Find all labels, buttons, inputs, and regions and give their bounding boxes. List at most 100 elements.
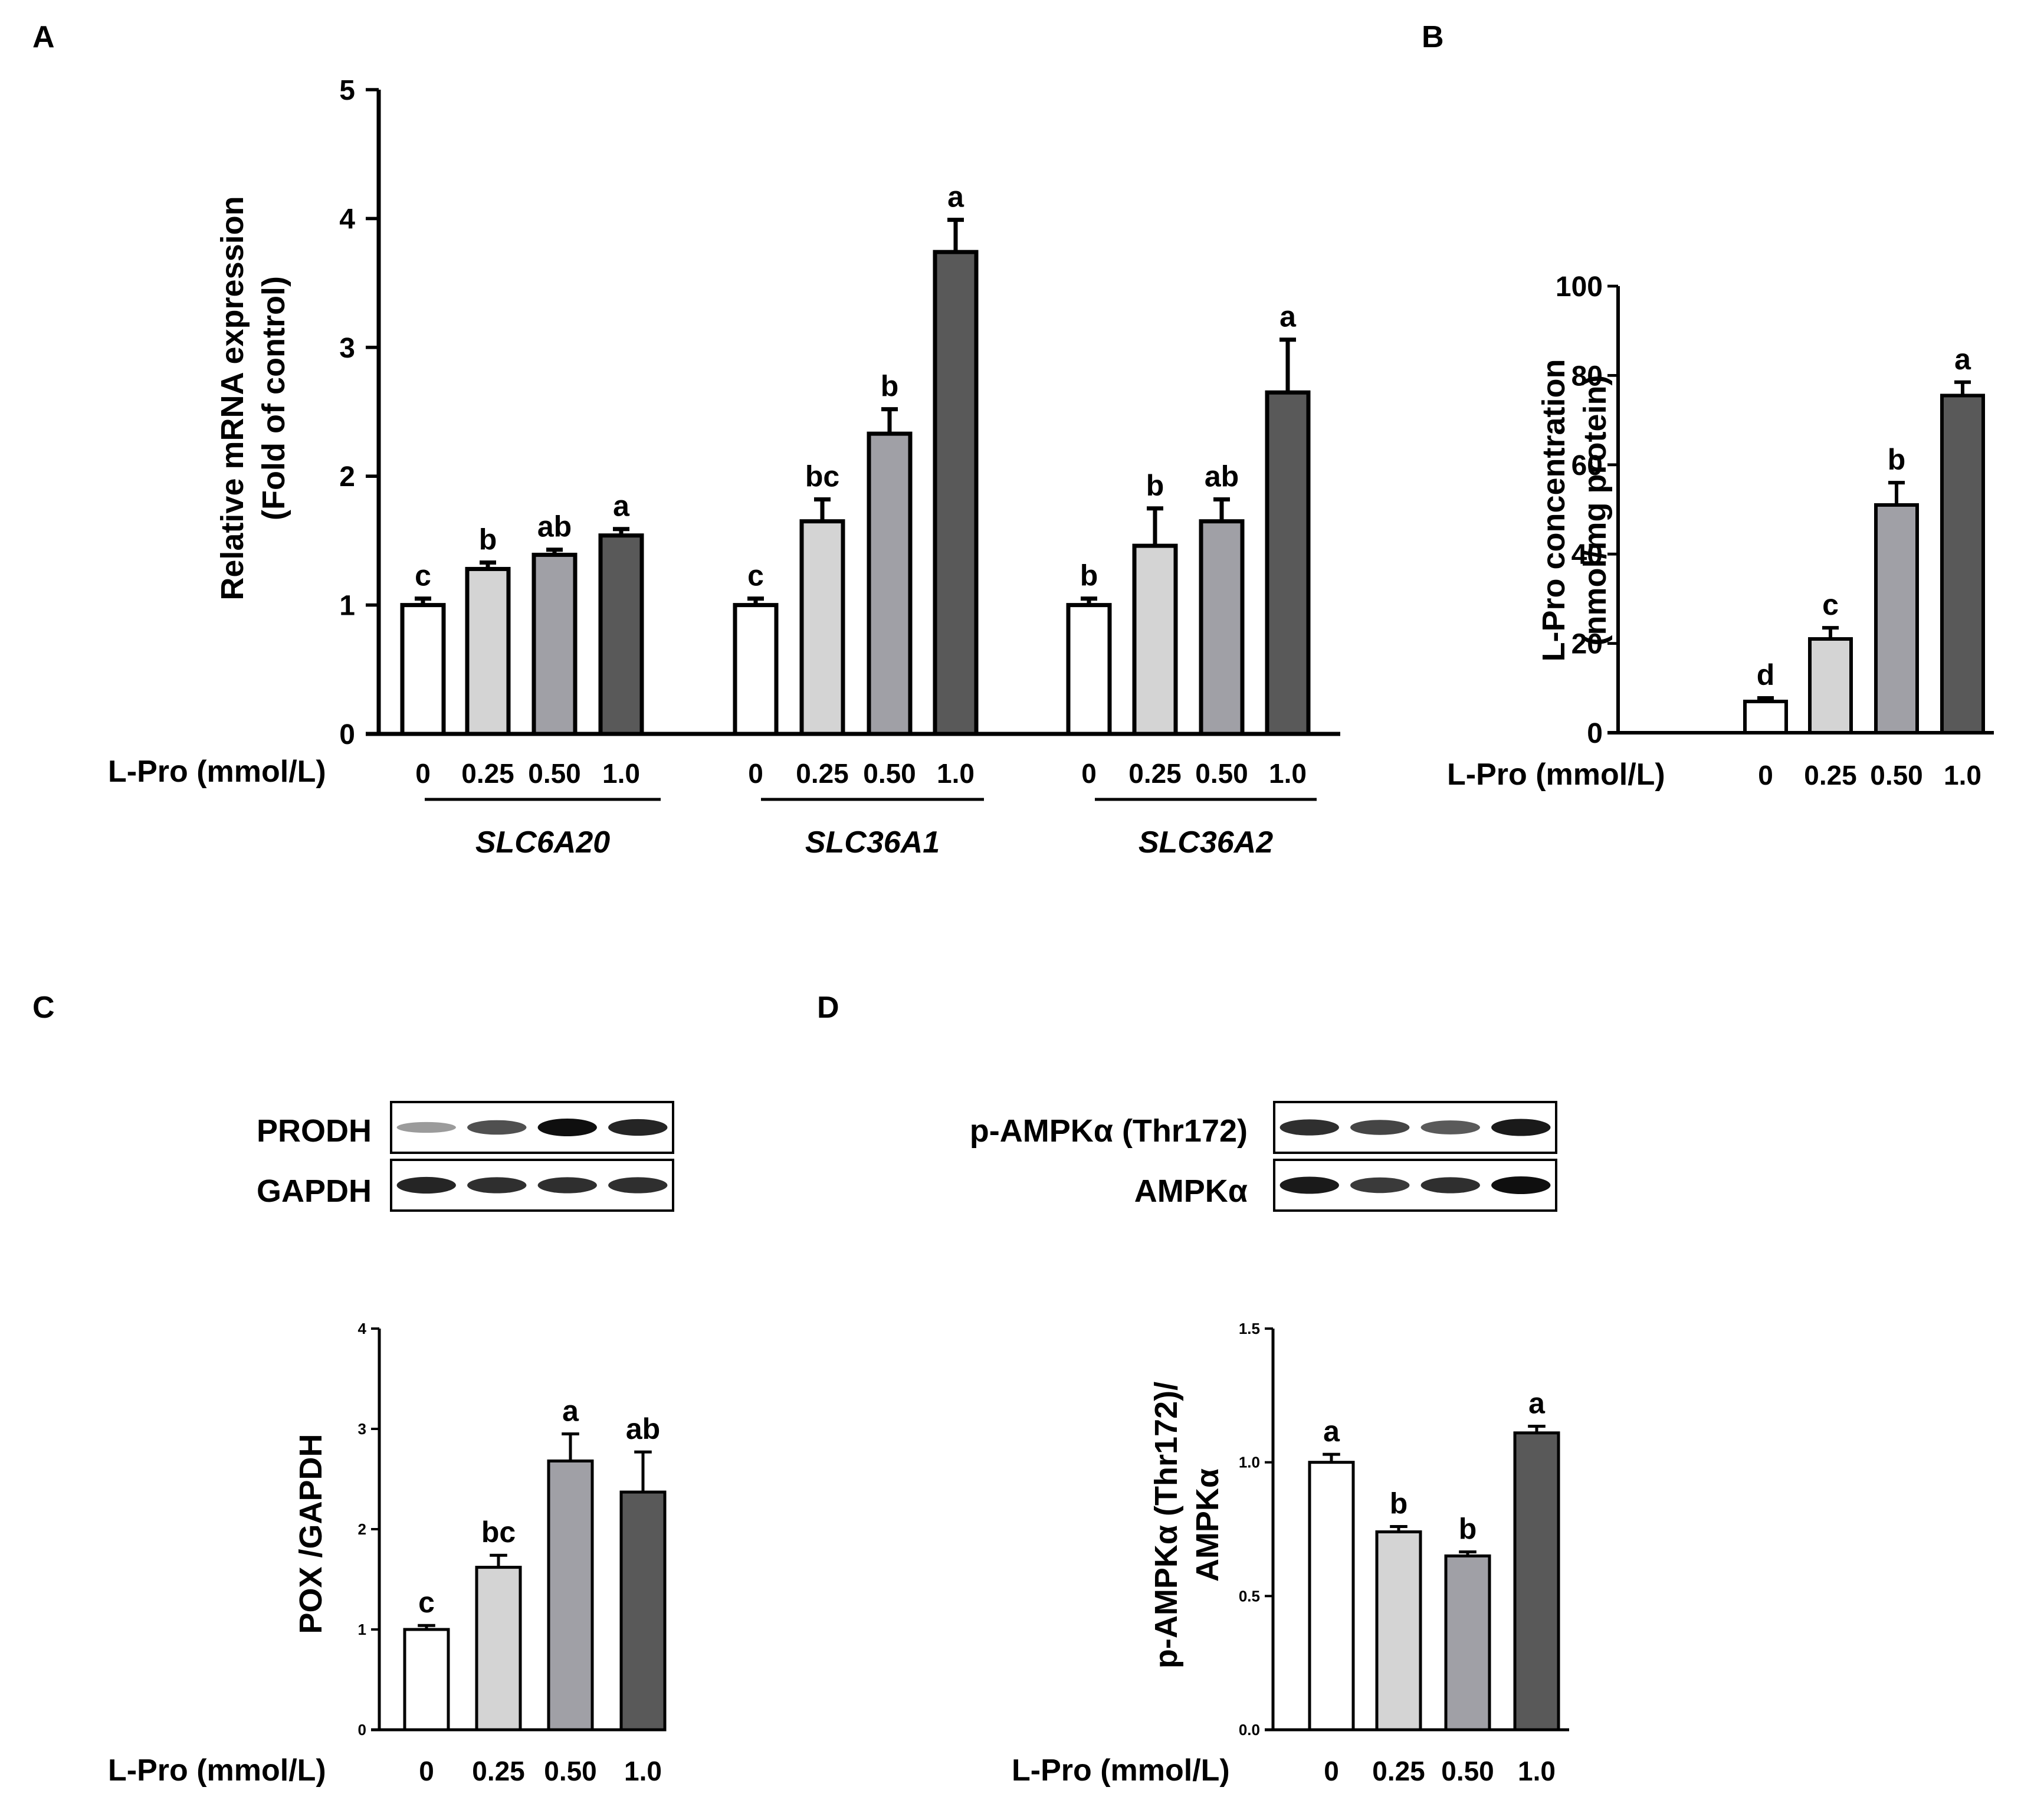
chart-c-category-label: 0.50 — [544, 1756, 597, 1786]
chart-d-xrow-label: L-Pro (mmol/L) — [1012, 1753, 1230, 1788]
blot-d-top-label: p-AMPKα (Thr172) — [970, 1113, 1248, 1149]
chart-b-bar — [1808, 637, 1853, 735]
chart-a-slc36a1-gene-label: SLC36A1 — [805, 825, 940, 860]
chart-b-bar — [1940, 394, 1985, 735]
chart-a-slc6a20-sig-letter: b — [479, 523, 497, 556]
chart-a-slc6a20-bar — [598, 533, 644, 736]
chart-a-slc36a1-category-label: 0.50 — [863, 758, 916, 789]
blot-c-bottom-label: GAPDH — [257, 1173, 372, 1209]
chart-b-y-tick-label: 100 — [1556, 271, 1603, 303]
chart-a-ylabel2: (Fold of control) — [256, 276, 291, 520]
blot-d-top-band — [1279, 1119, 1339, 1136]
blot-d-bottom-band — [1420, 1177, 1480, 1193]
chart-a-y-tick-label: 4 — [339, 204, 355, 235]
chart-a-y-tick-label: 2 — [339, 461, 355, 493]
chart-a-y-tick-label: 3 — [339, 333, 355, 364]
chart-b-y-tick-label: 40 — [1571, 539, 1603, 570]
chart-d-ylabel: p-AMPKα (Thr172)/ — [1149, 1382, 1184, 1668]
chart-d-bar — [1513, 1431, 1560, 1732]
chart-c-bar — [475, 1566, 522, 1732]
chart-c-sig-letter: c — [418, 1586, 435, 1619]
chart-a-slc36a2-category-label: 1.0 — [1269, 758, 1307, 789]
chart-a-slc36a2-category-label: 0 — [1081, 758, 1097, 789]
blot-d-bottom-label: AMPKα — [1134, 1173, 1248, 1209]
chart-d-y-tick-label: 0.5 — [1239, 1587, 1260, 1605]
chart-a-slc36a2-sig-letter: b — [1146, 469, 1164, 502]
chart-a-slc36a1-bar — [799, 519, 845, 736]
chart-b-sig-letter: b — [1888, 443, 1906, 476]
chart-d-sig-letter: b — [1459, 1513, 1477, 1546]
chart-d-y-tick-label: 0.0 — [1239, 1721, 1260, 1739]
chart-b-bar — [1874, 503, 1919, 735]
chart-a-slc6a20-bar — [531, 552, 578, 736]
chart-b-category-label: 1.0 — [1944, 760, 1981, 791]
chart-a-slc6a20-bar — [465, 566, 511, 736]
panel-label-a: A — [32, 20, 55, 54]
chart-d-category-label: 0.50 — [1441, 1756, 1494, 1786]
chart-d-sig-letter: b — [1390, 1487, 1408, 1520]
blot-d-bottom-band — [1279, 1176, 1339, 1194]
blot-d-top-band — [1420, 1120, 1480, 1134]
chart-a-y-tick-label: 1 — [339, 591, 355, 622]
chart-d-sig-letter: a — [1528, 1386, 1546, 1419]
chart-a-slc36a2-category-label: 0.50 — [1195, 758, 1248, 789]
chart-d-bar — [1308, 1461, 1355, 1732]
chart-d-sig-letter: a — [1323, 1415, 1340, 1448]
chart-b-sig-letter: d — [1757, 658, 1775, 691]
chart-a-slc36a1-sig-letter: b — [881, 370, 899, 403]
panel-label-c: C — [32, 991, 55, 1025]
chart-c-bar — [547, 1459, 594, 1732]
chart-b-y-tick-label: 60 — [1571, 450, 1603, 481]
blot-d-top-band — [1350, 1120, 1410, 1135]
chart-a-slc6a20-sig-letter: a — [613, 490, 630, 523]
chart-d-bar — [1375, 1530, 1422, 1732]
chart-c-xrow-label: L-Pro (mmol/L) — [108, 1753, 326, 1788]
blot-c-top-band — [467, 1120, 527, 1135]
panel-label-b: B — [1422, 20, 1444, 54]
chart-a-slc6a20-gene-label: SLC6A20 — [475, 825, 610, 860]
chart-a-slc6a20-sig-letter: ab — [537, 510, 572, 543]
chart-b-category-label: 0.25 — [1804, 760, 1857, 791]
chart-a-slc36a1-sig-letter: bc — [805, 460, 839, 493]
blot-c-bottom-band — [537, 1177, 597, 1193]
chart-a-slc6a20-bar — [400, 603, 446, 736]
chart-b-bar — [1743, 700, 1788, 735]
chart-a-slc36a2-sig-letter: a — [1279, 300, 1297, 333]
chart-c-y-tick-label: 3 — [358, 1420, 366, 1438]
chart-a-ylabel: Relative mRNA expression — [215, 196, 250, 600]
chart-c-ylabel: POX /GAPDH — [293, 1434, 329, 1634]
chart-d-category-label: 1.0 — [1518, 1756, 1556, 1786]
chart-a-slc36a1-category-label: 0 — [748, 758, 763, 789]
blot-c-top-band — [396, 1122, 456, 1133]
chart-a-slc36a2-category-label: 0.25 — [1128, 758, 1182, 789]
chart-a-slc36a1-sig-letter: c — [747, 559, 764, 592]
chart-a-slc36a2-bar — [1066, 603, 1112, 736]
chart-a-slc36a1-category-label: 1.0 — [937, 758, 975, 789]
chart-a-slc6a20-sig-letter: c — [415, 559, 431, 592]
chart-a-slc36a1-bar — [867, 431, 913, 736]
chart-c-y-tick-label: 1 — [358, 1621, 366, 1638]
blot-c-top-label: PRODH — [257, 1113, 372, 1149]
chart-c-category-label: 0.25 — [472, 1756, 525, 1786]
chart-a-slc6a20-category-label: 0.25 — [461, 758, 514, 789]
blot-c-bottom-band — [608, 1177, 668, 1193]
chart-d-category-label: 0.25 — [1372, 1756, 1425, 1786]
chart-marks: 012345c0b0.25ab0.50a1.0SLC6A20c0bc0.25b0… — [339, 75, 1994, 1786]
blot-d-bottom-band — [1350, 1177, 1410, 1193]
chart-b-y-tick-label: 80 — [1571, 360, 1603, 392]
chart-c-y-tick-label: 2 — [358, 1520, 366, 1538]
chart-c-sig-letter: ab — [626, 1412, 660, 1445]
chart-b-category-label: 0.50 — [1870, 760, 1923, 791]
chart-a-slc36a1-category-label: 0.25 — [796, 758, 849, 789]
blot-c-bottom-band — [467, 1177, 527, 1193]
chart-b-sig-letter: c — [1822, 588, 1839, 621]
chart-c-y-tick-label: 0 — [358, 1721, 366, 1739]
chart-c-sig-letter: bc — [481, 1516, 516, 1549]
chart-a-slc36a2-sig-letter: ab — [1205, 460, 1239, 493]
panel-label-d: D — [817, 991, 839, 1025]
chart-b-category-label: 0 — [1758, 760, 1773, 791]
chart-c-category-label: 0 — [419, 1756, 434, 1786]
chart-d-bar — [1444, 1554, 1491, 1732]
chart-a-xrow-label: L-Pro (mmol/L) — [108, 755, 326, 789]
